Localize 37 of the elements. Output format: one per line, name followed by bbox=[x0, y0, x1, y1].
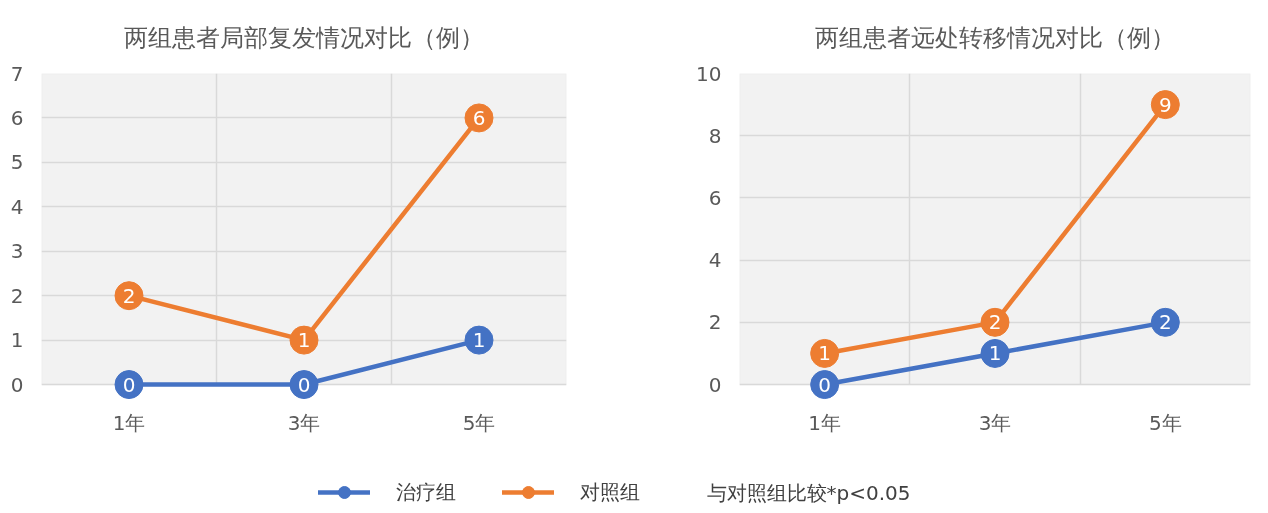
data-label: 2 bbox=[988, 310, 1002, 335]
data-label: 1 bbox=[988, 341, 1002, 366]
data-label: 0 bbox=[122, 372, 136, 397]
data-label: 2 bbox=[1158, 310, 1172, 335]
text: 与对照组比较*p<0.05 bbox=[706, 480, 911, 505]
y-tick-label: 1 bbox=[10, 328, 24, 353]
data-label: 2 bbox=[122, 283, 136, 308]
chart-title: 两组患者局部复发情况对比（例） bbox=[124, 24, 484, 52]
y-tick-label: 4 bbox=[708, 248, 722, 273]
y-tick-label: 3 bbox=[10, 239, 24, 264]
y-tick-label: 2 bbox=[708, 310, 722, 335]
chart-title: 两组患者远处转移情况对比（例） bbox=[815, 24, 1175, 52]
y-tick-label: 4 bbox=[10, 194, 24, 219]
data-label: 6 bbox=[472, 105, 486, 130]
y-tick-label: 10 bbox=[696, 61, 722, 86]
y-tick-label: 8 bbox=[708, 123, 722, 148]
y-tick-label: 6 bbox=[10, 105, 24, 130]
y-tick-label: 2 bbox=[10, 283, 24, 308]
data-label: 1 bbox=[472, 328, 486, 353]
data-label: 1 bbox=[818, 341, 832, 366]
x-tick-label: 3年 bbox=[978, 410, 1012, 435]
y-tick-label: 5 bbox=[10, 150, 24, 175]
legend-label: 治疗组 bbox=[396, 478, 456, 506]
x-tick-label: 5年 bbox=[1148, 410, 1182, 435]
data-label: 0 bbox=[297, 372, 311, 397]
data-label: 1 bbox=[297, 328, 311, 353]
y-tick-label: 0 bbox=[708, 372, 722, 397]
y-tick-label: 7 bbox=[10, 61, 24, 86]
y-tick-label: 0 bbox=[10, 372, 24, 397]
data-label: 9 bbox=[1158, 92, 1172, 117]
data-label: 0 bbox=[818, 372, 832, 397]
x-tick-label: 1年 bbox=[808, 410, 842, 435]
x-tick-label: 3年 bbox=[287, 410, 321, 435]
x-tick-label: 5年 bbox=[462, 410, 496, 435]
x-tick-label: 1年 bbox=[112, 410, 146, 435]
y-tick-label: 6 bbox=[708, 185, 722, 210]
legend-label: 对照组 bbox=[580, 478, 640, 506]
